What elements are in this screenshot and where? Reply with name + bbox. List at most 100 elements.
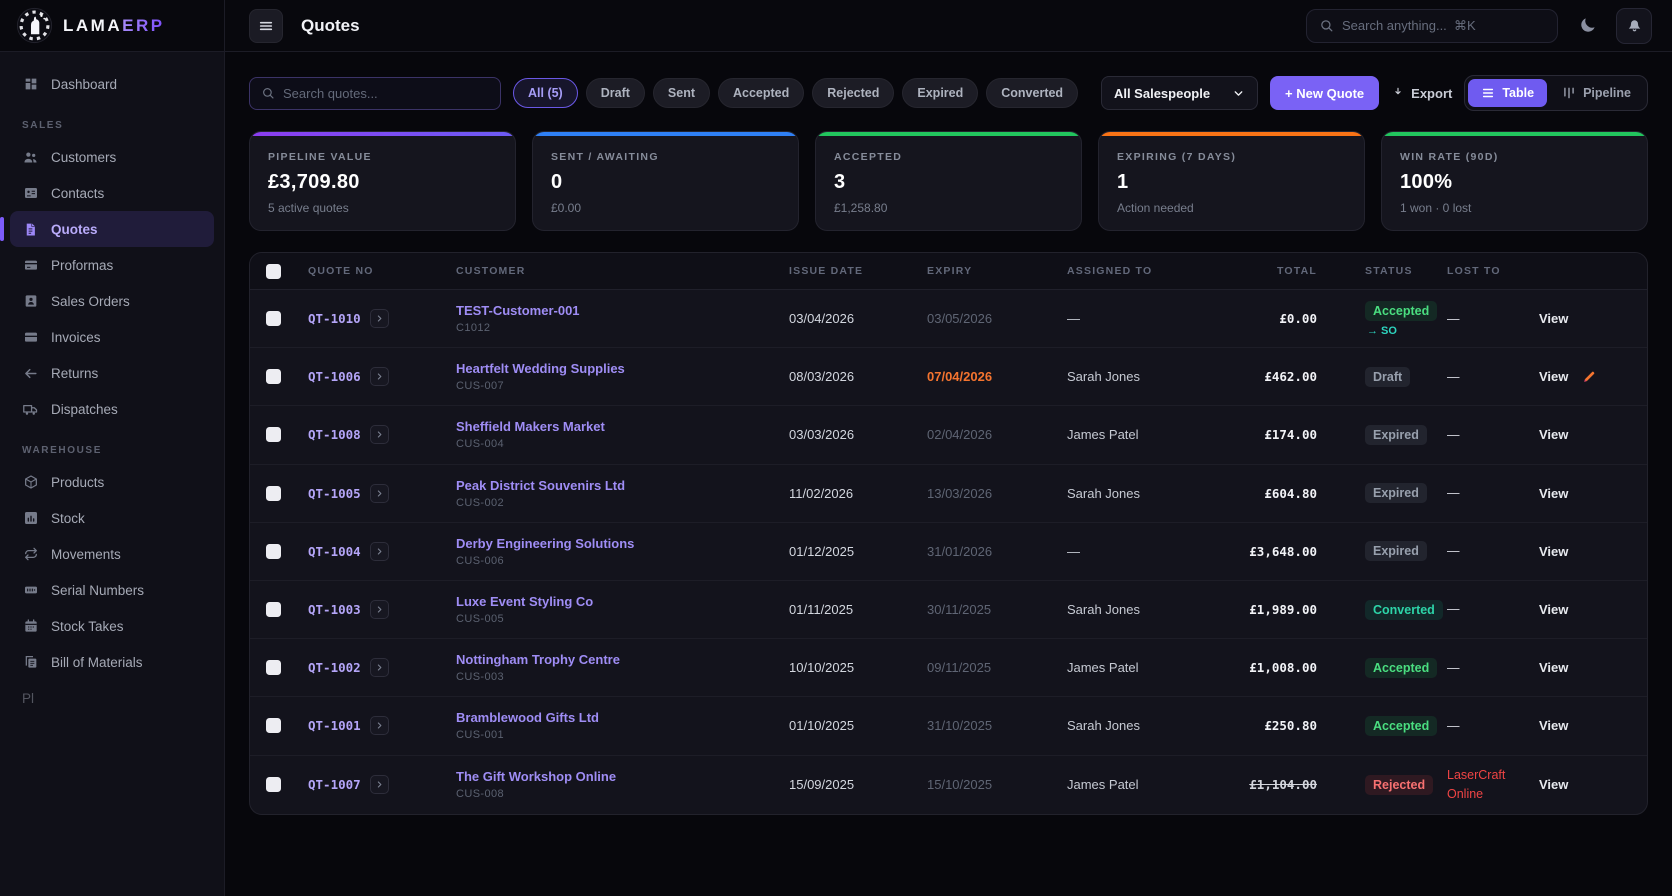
quote-no-link[interactable]: QT-1007 bbox=[308, 777, 361, 792]
expand-row-button[interactable] bbox=[370, 658, 389, 677]
sidebar-item-quotes[interactable]: Quotes bbox=[10, 211, 214, 247]
table-row: QT-1005Peak District Souvenirs LtdCUS-00… bbox=[250, 465, 1647, 523]
brand-logo[interactable]: LAMAERP bbox=[0, 0, 224, 52]
view-link[interactable]: View bbox=[1539, 544, 1568, 559]
sidebar-item-movements[interactable]: Movements bbox=[10, 536, 214, 572]
notifications-button[interactable] bbox=[1616, 8, 1652, 44]
view-link[interactable]: View bbox=[1539, 311, 1568, 326]
customer-link[interactable]: The Gift Workshop Online bbox=[456, 769, 789, 784]
quote-no-link[interactable]: QT-1001 bbox=[308, 718, 361, 733]
filter-chip-sent[interactable]: Sent bbox=[653, 78, 710, 108]
view-link[interactable]: View bbox=[1539, 777, 1568, 792]
row-checkbox[interactable] bbox=[266, 777, 281, 792]
sidebar-item-bill-of-materials[interactable]: Bill of Materials bbox=[10, 644, 214, 680]
expand-row-button[interactable] bbox=[370, 600, 389, 619]
app-window: LAMAERP DashboardSALESCustomersContactsQ… bbox=[0, 0, 1672, 896]
sidebar-item-proformas[interactable]: Proformas bbox=[10, 247, 214, 283]
row-checkbox[interactable] bbox=[266, 311, 281, 326]
filter-chip-converted[interactable]: Converted bbox=[986, 78, 1078, 108]
salespeople-select[interactable]: All Salespeople bbox=[1101, 76, 1258, 110]
quote-no-link[interactable]: QT-1004 bbox=[308, 544, 361, 559]
view-link[interactable]: View bbox=[1539, 660, 1568, 675]
sidebar-item-sales-orders[interactable]: Sales Orders bbox=[10, 283, 214, 319]
select-all-checkbox[interactable] bbox=[266, 264, 281, 279]
quote-no-link[interactable]: QT-1003 bbox=[308, 602, 361, 617]
quote-no-link[interactable]: QT-1002 bbox=[308, 660, 361, 675]
expand-row-button[interactable] bbox=[370, 775, 389, 794]
sidebar-item-dashboard[interactable]: Dashboard bbox=[10, 66, 214, 102]
global-search[interactable] bbox=[1306, 9, 1558, 43]
view-link[interactable]: View bbox=[1539, 718, 1568, 733]
sidebar-item-returns[interactable]: Returns bbox=[10, 355, 214, 391]
filter-chip-all-5[interactable]: All (5) bbox=[513, 78, 578, 108]
customer-link[interactable]: Heartfelt Wedding Supplies bbox=[456, 361, 789, 376]
quotes-search[interactable] bbox=[249, 77, 501, 110]
customer-link[interactable]: Sheffield Makers Market bbox=[456, 419, 789, 434]
expand-row-button[interactable] bbox=[370, 484, 389, 503]
customer-link[interactable]: Luxe Event Styling Co bbox=[456, 594, 789, 609]
theme-toggle-button[interactable] bbox=[1572, 11, 1602, 41]
dispatches-icon bbox=[22, 401, 39, 418]
row-checkbox[interactable] bbox=[266, 486, 281, 501]
sidebar-item-stock-takes[interactable]: Stock Takes bbox=[10, 608, 214, 644]
view-link[interactable]: View bbox=[1539, 369, 1568, 384]
quote-no-cell: QT-1003 bbox=[308, 600, 456, 619]
menu-toggle-button[interactable] bbox=[249, 9, 283, 43]
filter-chip-draft[interactable]: Draft bbox=[586, 78, 645, 108]
converted-to-so-note: → SO bbox=[1365, 325, 1447, 337]
row-checkbox[interactable] bbox=[266, 427, 281, 442]
sidebar-item-contacts[interactable]: Contacts bbox=[10, 175, 214, 211]
lost-to: — bbox=[1447, 426, 1539, 444]
status-cell: Expired bbox=[1317, 425, 1447, 445]
quote-total: £1,989.00 bbox=[1217, 602, 1317, 617]
row-checkbox[interactable] bbox=[266, 602, 281, 617]
customer-link[interactable]: Peak District Souvenirs Ltd bbox=[456, 478, 789, 493]
sidebar-item-customers[interactable]: Customers bbox=[10, 139, 214, 175]
expand-row-button[interactable] bbox=[370, 309, 389, 328]
sidebar-item-invoices[interactable]: Invoices bbox=[10, 319, 214, 355]
customer-link[interactable]: Nottingham Trophy Centre bbox=[456, 652, 789, 667]
row-checkbox[interactable] bbox=[266, 660, 281, 675]
row-checkbox[interactable] bbox=[266, 718, 281, 733]
contacts-icon bbox=[22, 185, 39, 202]
filter-chip-rejected[interactable]: Rejected bbox=[812, 78, 894, 108]
sidebar-item-dispatches[interactable]: Dispatches bbox=[10, 391, 214, 427]
view-link[interactable]: View bbox=[1539, 602, 1568, 617]
sidebar-item-stock[interactable]: Stock bbox=[10, 500, 214, 536]
expiry-date: 03/05/2026 bbox=[927, 311, 1067, 326]
customer-code: CUS-005 bbox=[456, 613, 789, 625]
quote-no-link[interactable]: QT-1006 bbox=[308, 369, 361, 384]
export-button[interactable]: Export bbox=[1391, 76, 1452, 110]
customer-link[interactable]: Derby Engineering Solutions bbox=[456, 536, 789, 551]
expand-row-button[interactable] bbox=[370, 542, 389, 561]
quote-no-cell: QT-1006 bbox=[308, 367, 456, 386]
expand-row-button[interactable] bbox=[370, 716, 389, 735]
customer-link[interactable]: TEST-Customer-001 bbox=[456, 303, 789, 318]
edit-quote-button[interactable] bbox=[1582, 369, 1597, 384]
view-link[interactable]: View bbox=[1539, 486, 1568, 501]
stat-value: 100% bbox=[1400, 171, 1629, 194]
filter-chip-expired[interactable]: Expired bbox=[902, 78, 978, 108]
view-toggle-pipeline[interactable]: Pipeline bbox=[1549, 79, 1644, 107]
row-checkbox[interactable] bbox=[266, 369, 281, 384]
global-search-input[interactable] bbox=[1342, 18, 1545, 33]
quote-no-cell: QT-1004 bbox=[308, 542, 456, 561]
expand-row-button[interactable] bbox=[370, 425, 389, 444]
filter-chip-accepted[interactable]: Accepted bbox=[718, 78, 804, 108]
sidebar-item-clipped[interactable]: Pl bbox=[10, 680, 214, 716]
row-actions: View bbox=[1539, 544, 1631, 559]
status-cell: Converted bbox=[1317, 600, 1447, 620]
sidebar-item-products[interactable]: Products bbox=[10, 464, 214, 500]
quote-no-link[interactable]: QT-1005 bbox=[308, 486, 361, 501]
new-quote-button[interactable]: + New Quote bbox=[1270, 76, 1379, 110]
quote-no-link[interactable]: QT-1008 bbox=[308, 427, 361, 442]
expand-row-button[interactable] bbox=[370, 367, 389, 386]
row-checkbox[interactable] bbox=[266, 544, 281, 559]
view-toggle-table[interactable]: Table bbox=[1468, 79, 1547, 107]
sidebar-item-serial-numbers[interactable]: Serial Numbers bbox=[10, 572, 214, 608]
quote-total: £462.00 bbox=[1217, 369, 1317, 384]
customer-link[interactable]: Bramblewood Gifts Ltd bbox=[456, 710, 789, 725]
quote-no-link[interactable]: QT-1010 bbox=[308, 311, 361, 326]
view-link[interactable]: View bbox=[1539, 427, 1568, 442]
quotes-search-input[interactable] bbox=[283, 86, 489, 101]
